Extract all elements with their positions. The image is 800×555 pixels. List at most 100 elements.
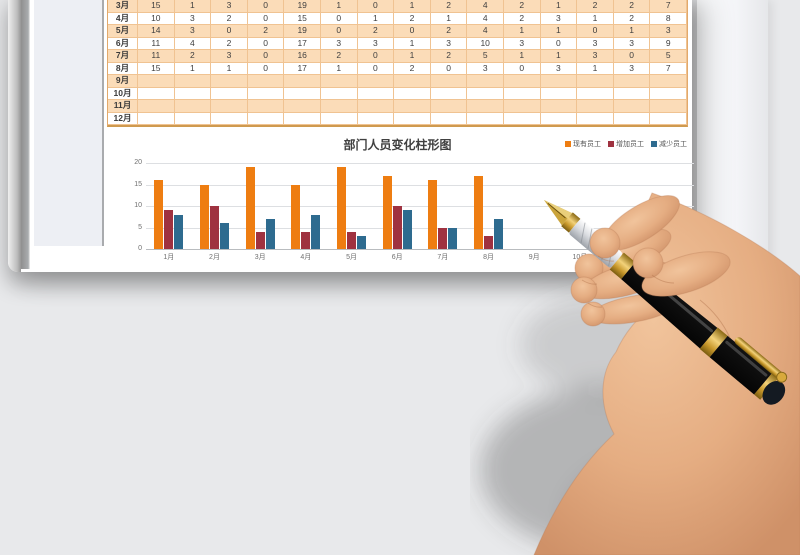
table-cell[interactable]: 1: [320, 62, 358, 75]
table-cell[interactable]: 1: [577, 62, 614, 75]
table-cell[interactable]: 15: [138, 0, 175, 13]
table-cell[interactable]: [650, 112, 687, 125]
table-cell[interactable]: [320, 100, 358, 113]
table-cell[interactable]: [357, 112, 395, 125]
table-cell[interactable]: 2: [174, 50, 212, 63]
row-month-label[interactable]: 12月: [108, 112, 138, 125]
table-cell[interactable]: [467, 87, 504, 100]
table-cell[interactable]: [394, 100, 431, 113]
row-month-label[interactable]: 3月: [108, 0, 138, 13]
row-month-label[interactable]: 11月: [108, 100, 138, 113]
table-cell[interactable]: [394, 112, 431, 125]
table-cell[interactable]: [174, 100, 212, 113]
table-cell[interactable]: [613, 87, 651, 100]
table-cell[interactable]: [357, 87, 395, 100]
table-cell[interactable]: [430, 87, 468, 100]
table-cell[interactable]: 1: [174, 0, 212, 13]
table-cell[interactable]: [211, 112, 248, 125]
table-cell[interactable]: 1: [394, 37, 431, 50]
table-cell[interactable]: [430, 100, 468, 113]
table-cell[interactable]: [540, 75, 578, 88]
table-cell[interactable]: [211, 87, 248, 100]
table-cell[interactable]: [320, 112, 358, 125]
table-cell[interactable]: 3: [211, 0, 248, 13]
table-cell[interactable]: [540, 100, 578, 113]
table-cell[interactable]: 3: [430, 37, 468, 50]
row-month-label[interactable]: 4月: [108, 12, 138, 25]
table-cell[interactable]: 0: [247, 0, 285, 13]
table-cell[interactable]: [394, 75, 431, 88]
table-cell[interactable]: 2: [394, 62, 431, 75]
table-cell[interactable]: [613, 100, 651, 113]
table-cell[interactable]: [284, 75, 321, 88]
table-cell[interactable]: 2: [394, 12, 431, 25]
table-cell[interactable]: 0: [247, 62, 285, 75]
table-cell[interactable]: 2: [430, 50, 468, 63]
table-cell[interactable]: 0: [320, 12, 358, 25]
table-cell[interactable]: 1: [430, 12, 468, 25]
table-cell[interactable]: 0: [430, 62, 468, 75]
table-cell[interactable]: 0: [613, 50, 651, 63]
table-cell[interactable]: 1: [503, 50, 541, 63]
table-cell[interactable]: 2: [430, 0, 468, 13]
table-cell[interactable]: 1: [174, 62, 212, 75]
table-cell[interactable]: 19: [284, 0, 321, 13]
table-cell[interactable]: 0: [247, 12, 285, 25]
row-month-label[interactable]: 5月: [108, 25, 138, 38]
table-cell[interactable]: 4: [174, 37, 212, 50]
table-cell[interactable]: [503, 112, 541, 125]
table-cell[interactable]: 2: [503, 12, 541, 25]
chart-area[interactable]: 部门人员变化柱形图 现有员工 增加员工 减少员工 20 15 10 5 0 1月 2月 3月 4月 5…: [107, 133, 694, 266]
table-cell[interactable]: 0: [247, 50, 285, 63]
table-cell[interactable]: 1: [577, 12, 614, 25]
table-cell[interactable]: 3: [357, 37, 395, 50]
table-cell[interactable]: 0: [357, 50, 395, 63]
table-cell[interactable]: 5: [467, 50, 504, 63]
table-cell[interactable]: 3: [174, 25, 212, 38]
table-cell[interactable]: 0: [503, 62, 541, 75]
table-cell[interactable]: [394, 87, 431, 100]
table-cell[interactable]: 1: [540, 50, 578, 63]
table-cell[interactable]: [284, 87, 321, 100]
table-cell[interactable]: [503, 100, 541, 113]
table-cell[interactable]: 2: [247, 25, 285, 38]
table-cell[interactable]: 0: [394, 25, 431, 38]
table-cell[interactable]: 3: [320, 37, 358, 50]
table-cell[interactable]: [211, 100, 248, 113]
table-cell[interactable]: [138, 100, 175, 113]
table-cell[interactable]: 0: [540, 37, 578, 50]
table-cell[interactable]: [650, 75, 687, 88]
table-cell[interactable]: [138, 87, 175, 100]
table-cell[interactable]: [613, 75, 651, 88]
table-cell[interactable]: 1: [357, 12, 395, 25]
table-cell[interactable]: [650, 87, 687, 100]
table-cell[interactable]: [174, 87, 212, 100]
table-cell[interactable]: [613, 112, 651, 125]
table-cell[interactable]: [247, 100, 285, 113]
table-cell[interactable]: 1: [540, 25, 578, 38]
table-cell[interactable]: [247, 112, 285, 125]
table-cell[interactable]: 8: [650, 12, 687, 25]
table-cell[interactable]: 3: [577, 50, 614, 63]
table-cell[interactable]: 2: [613, 12, 651, 25]
table-cell[interactable]: [430, 75, 468, 88]
table-cell[interactable]: [650, 100, 687, 113]
table-cell[interactable]: 5: [650, 50, 687, 63]
table-cell[interactable]: [211, 75, 248, 88]
table-cell[interactable]: 3: [467, 62, 504, 75]
table-cell[interactable]: 10: [138, 12, 175, 25]
table-cell[interactable]: 3: [613, 37, 651, 50]
table-cell[interactable]: [174, 75, 212, 88]
table-cell[interactable]: 0: [357, 62, 395, 75]
table-cell[interactable]: 2: [211, 12, 248, 25]
table-cell[interactable]: 2: [211, 37, 248, 50]
table-cell[interactable]: 2: [357, 25, 395, 38]
table-cell[interactable]: [577, 112, 614, 125]
table-cell[interactable]: [577, 87, 614, 100]
table-cell[interactable]: 9: [650, 37, 687, 50]
table-cell[interactable]: 7: [650, 62, 687, 75]
table-cell[interactable]: 11: [138, 50, 175, 63]
table-cell[interactable]: 16: [284, 50, 321, 63]
table-cell[interactable]: 3: [613, 62, 651, 75]
table-cell[interactable]: [320, 75, 358, 88]
